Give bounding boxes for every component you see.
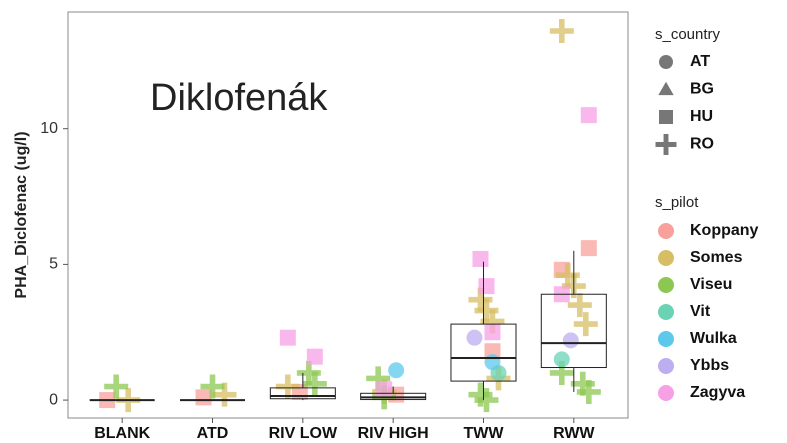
legend-label: BG: [690, 81, 714, 98]
legend-label: Viseu: [690, 276, 732, 293]
point: [474, 388, 499, 413]
point: [553, 351, 570, 368]
point: [573, 312, 598, 337]
legend-key: [655, 134, 677, 155]
point: [200, 374, 225, 399]
point: [275, 374, 300, 399]
legend-key: [659, 55, 673, 69]
point: [104, 374, 129, 399]
point: [580, 107, 597, 124]
y-tick-label: 0: [49, 391, 58, 408]
point: [567, 293, 592, 318]
x-tick-label: RIV HIGH: [358, 425, 429, 442]
point: [580, 240, 597, 257]
plot-panel: [67, 11, 629, 419]
point: [549, 18, 574, 43]
legend-key: [658, 385, 674, 401]
point: [279, 329, 296, 346]
point: [306, 348, 323, 365]
point: [466, 329, 483, 346]
legend-key: [659, 110, 673, 124]
point: [576, 379, 601, 404]
legend-key: [658, 81, 674, 96]
x-tick-label: BLANK: [94, 425, 150, 442]
point: [484, 324, 501, 341]
point: [302, 371, 327, 396]
legend-label: Somes: [690, 249, 743, 266]
legend-label: HU: [690, 108, 713, 125]
legend-key: [658, 250, 674, 266]
legend-label: Ybbs: [690, 357, 729, 374]
y-tick-label: 10: [40, 120, 58, 137]
legend-key: [658, 331, 674, 347]
point: [195, 389, 212, 406]
legend-key: [658, 223, 674, 239]
x-tick-label: ATD: [197, 425, 229, 442]
box: [269, 387, 336, 400]
point: [376, 381, 393, 398]
point: [388, 362, 405, 379]
legend-label: Koppany: [690, 222, 759, 239]
point: [472, 250, 489, 267]
legend-key: [658, 277, 674, 293]
x-tick-label: RWW: [553, 425, 595, 442]
x-tick-label: RIV LOW: [269, 425, 338, 442]
point: [484, 354, 501, 371]
legend-key: [658, 358, 674, 374]
legend-label: RO: [690, 136, 714, 153]
legend-title: s_country: [655, 26, 721, 43]
point: [562, 332, 579, 349]
y-tick-label: 5: [49, 256, 58, 273]
legend-label: AT: [690, 53, 710, 70]
legend-label: Zagyva: [690, 384, 745, 401]
legend-key: [658, 304, 674, 320]
point: [478, 278, 495, 295]
box: [450, 323, 517, 382]
legend-label: Vit: [690, 303, 711, 320]
legend-label: Wulka: [690, 330, 737, 347]
annotation: Diklofenák: [150, 77, 328, 119]
x-tick-label: TWW: [463, 425, 504, 442]
y-axis-label: PHA_Diclofenac (ug/l): [13, 131, 30, 298]
box: [540, 293, 607, 369]
legend-title: s_pilot: [655, 194, 699, 211]
